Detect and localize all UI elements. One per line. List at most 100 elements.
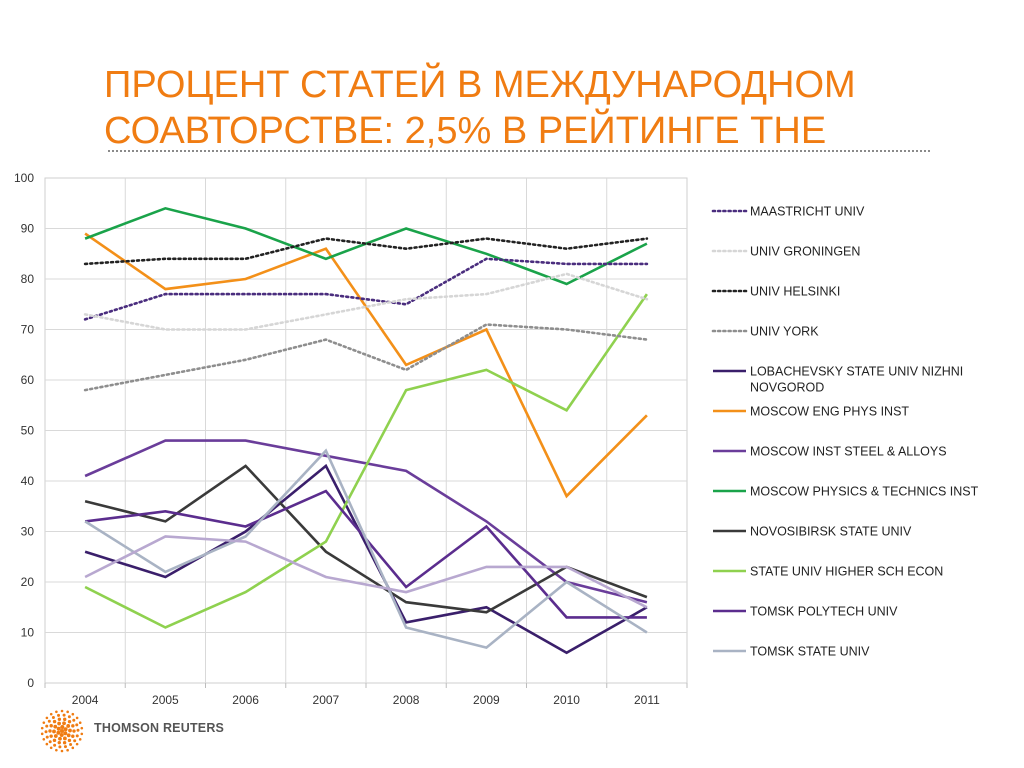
legend-item: UNIV YORK [711,325,819,339]
logo-dot [45,735,49,739]
logo-dot [75,716,79,720]
legend-label: MOSCOW INST STEEL & ALLOYS [750,445,947,459]
logo-dot [60,709,64,713]
logo-dot [62,741,67,745]
logo-dot [53,743,57,747]
logo-dot [45,742,49,746]
legend-item: UNIV GRONINGEN [711,245,860,259]
logo-dot [48,729,52,733]
series-line-2 [83,272,649,331]
logo-dot [57,717,62,721]
series-line-13 [84,535,648,609]
logo-dot [78,738,82,741]
title-dotted-divider [108,150,930,152]
logo-dot [48,740,52,744]
logo-dot [62,721,66,726]
legend-label: UNIV HELSINKI [750,285,840,299]
legend-label: MOSCOW PHYSICS & TECHNICS INST [750,485,979,499]
y-tick-label: 60 [21,373,35,387]
logo-dot [52,738,57,743]
logo-dot [40,726,44,730]
y-tick-label: 40 [21,474,35,488]
logo-dot [75,734,79,738]
y-tick-label: 20 [21,575,35,589]
logo-dot [66,733,71,738]
logo-dot [52,719,57,724]
logo-dot [68,728,72,733]
logo-dot [42,721,46,724]
logo-dot [57,740,61,745]
logo-dot [52,729,56,734]
series-line-10 [84,293,648,629]
logo-dot [58,736,62,741]
logo-dot [58,745,62,749]
logo-dot [60,749,64,753]
logo-dot [60,725,65,730]
series-line-6 [84,232,648,499]
logo-dot [75,742,79,746]
x-tick-label: 2008 [393,693,420,707]
series-line-3 [83,237,649,266]
logo-dot [67,719,72,724]
logo-dot [51,716,55,720]
logo-dot [71,712,75,716]
x-tick-label: 2010 [553,693,580,707]
logo-dot [49,712,53,716]
series-line-1 [83,257,649,321]
y-tick-label: 70 [21,323,35,337]
y-tick-label: 80 [21,272,35,286]
legend-item: LOBACHEVSKY STATE UNIV NIZHNI NOVGOROD [713,365,963,395]
y-tick-label: 0 [27,676,34,690]
logo-dot [42,737,46,741]
legend-label: LOBACHEVSKY STATE UNIV NIZHNI NOVGOROD [750,365,963,395]
logo-dot [80,726,84,730]
legend-label: TOMSK STATE UNIV [750,645,870,659]
series-lines [83,206,649,655]
legend-label: TOMSK POLYTECH UNIV [750,605,898,619]
logo-dot [47,719,51,723]
x-tick-label: 2006 [232,693,259,707]
logo-dot [72,729,76,733]
series-line-5 [84,463,648,655]
logo-dot [56,730,61,735]
legend-item: NOVOSIBIRSK STATE UNIV [713,525,912,539]
x-tick-label: 2009 [473,693,500,707]
logo-dot [63,731,68,736]
logo-dot [56,726,61,731]
logo-dot [62,736,67,741]
y-axis: 0 10 20 30 40 50 60 70 80 90 100 [14,171,34,690]
logo-dot [57,713,61,717]
legend-item: TOMSK POLYTECH UNIV [713,605,898,619]
logo-dot [49,734,53,738]
logo-dot [63,745,67,749]
logo-dot [67,738,72,743]
logo-dot [73,739,77,743]
x-tick-label: 2011 [634,693,660,707]
logo-dot [71,734,75,738]
y-tick-label: 90 [21,222,35,236]
series-line-9 [84,464,648,614]
logo-dot [55,748,58,752]
logo-dot [63,717,67,722]
legend-label: MOSCOW ENG PHYS INST [750,405,909,419]
legend-label: NOVOSIBIRSK STATE UNIV [750,525,912,539]
legend-label: MAASTRICHT UNIV [750,205,865,219]
legend-item: STATE UNIV HIGHER SCH ECON [713,565,943,579]
logo-dot [80,732,84,736]
logo-dot [67,715,71,719]
logo-dot [76,728,80,732]
logo-dot [45,716,49,720]
logo-dot [66,724,71,728]
logo-dot [60,729,64,733]
legend-label: UNIV GRONINGEN [750,245,860,259]
chart-legend: MAASTRICHT UNIV UNIV GRONINGEN UNIV HELSIN… [711,205,979,659]
logo-dot [49,746,53,750]
legend-item: MAASTRICHT UNIV [711,205,865,219]
series-line-4 [83,323,649,392]
logo-dot [57,721,62,726]
logo-dot [40,732,44,736]
y-tick-label: 50 [21,424,35,438]
x-tick-label: 2005 [152,693,179,707]
legend-item: TOMSK STATE UNIV [713,645,870,659]
